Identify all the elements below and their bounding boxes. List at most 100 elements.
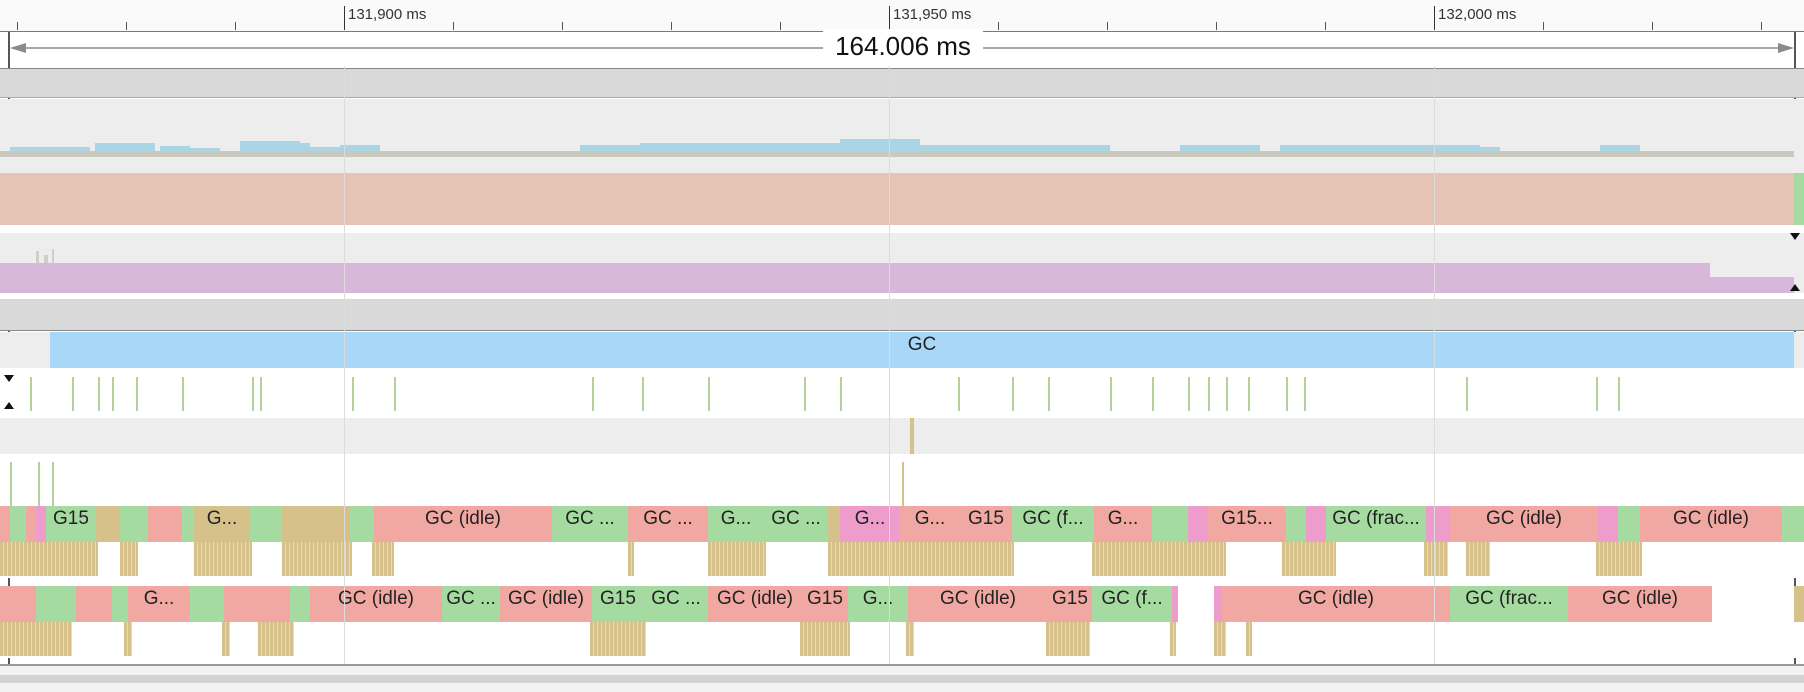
expand-marker-icon[interactable] [4,402,14,409]
event-tick[interactable] [1188,377,1190,411]
thread-a-slice[interactable]: GC ... [764,506,828,542]
thread-b-slice[interactable]: G... [848,586,908,622]
thread-a-slice[interactable]: G... [708,506,764,542]
collapse-marker-icon[interactable] [1790,233,1800,240]
thread-b-slice[interactable] [112,586,128,622]
event-tick[interactable] [98,377,100,411]
cpu-activity-track[interactable] [0,99,1804,159]
time-ruler[interactable]: 131,900 ms 131,950 ms 132,000 ms [0,0,1804,32]
thread-a-slice[interactable]: G... [1094,506,1152,542]
thread-a-slice[interactable] [120,506,148,542]
event-tick[interactable] [30,377,32,411]
thread-a-slice[interactable] [350,506,374,542]
thread-b-slice[interactable]: G15 [1048,586,1092,622]
event-tick[interactable] [136,377,138,411]
event-tick[interactable] [352,377,354,411]
thread-b-slice[interactable]: GC (idle) [310,586,442,622]
thread-b-slice[interactable] [1214,586,1222,622]
thread-b-slice[interactable]: GC ... [644,586,708,622]
sparse-event-track-2[interactable] [0,454,1804,506]
thread-a-slice[interactable] [36,506,46,542]
expand-marker-icon[interactable] [1790,284,1800,291]
thread-a-slice[interactable]: G... [194,506,250,542]
event-tick[interactable] [394,377,396,411]
thread-a-slice[interactable] [250,506,282,542]
thread-a-slice[interactable]: GC ... [628,506,708,542]
gc-slice[interactable]: GC [50,332,1794,368]
thread-a-slice[interactable]: GC (f... [1012,506,1094,542]
event-tick[interactable] [1110,377,1112,411]
thread-b-slice[interactable] [224,586,290,622]
thread-a-slice[interactable] [148,506,182,542]
event-tick[interactable] [1596,377,1598,411]
thread-b-slice[interactable] [76,586,112,622]
event-tick[interactable] [1208,377,1210,411]
gc-track[interactable]: GC [0,332,1804,368]
event-tick[interactable] [1048,377,1050,411]
thread-a-slice[interactable]: GC ... [552,506,628,542]
counter-track-salmon[interactable] [0,159,1804,173]
thread-b-slice[interactable]: GC (idle) [1568,586,1712,622]
thread-b-slice[interactable] [290,586,310,622]
thread-a-slice[interactable]: G15... [1208,506,1286,542]
thread-a-slice[interactable]: G... [900,506,960,542]
event-tick[interactable] [260,377,262,411]
thread-a-slice[interactable] [10,506,26,542]
event-tick[interactable] [1286,377,1288,411]
event-tick[interactable] [1618,377,1620,411]
sparse-event-track[interactable] [0,418,1804,454]
thread-b-slice[interactable] [1794,586,1804,622]
thread-a-slice[interactable] [1306,506,1326,542]
thread-a-slice[interactable] [0,506,10,542]
thread-b-slice[interactable]: GC ... [442,586,500,622]
thread-b-slice[interactable]: GC (idle) [908,586,1048,622]
thread-a-slice[interactable] [1152,506,1188,542]
event-tick[interactable] [1226,377,1228,411]
thread-a-slice[interactable]: GC (frac... [1326,506,1426,542]
thread-b-slice[interactable]: GC (idle) [708,586,802,622]
thread-a-slice[interactable] [1286,506,1306,542]
event-tick[interactable] [1304,377,1306,411]
thread-a-slice[interactable] [828,506,840,542]
thread-b-slice[interactable] [190,586,224,622]
thread-a-slice[interactable]: GC (idle) [374,506,552,542]
thread-b-slice[interactable] [0,586,36,622]
counter-track-purple[interactable] [0,233,1804,293]
event-tick[interactable] [642,377,644,411]
thread-a-slice[interactable] [282,506,350,542]
event-ticks-track[interactable] [0,368,1804,418]
thread-a-slice[interactable] [1598,506,1618,542]
thread-a-slice[interactable] [1782,506,1804,542]
event-tick[interactable] [840,377,842,411]
collapse-marker-icon[interactable] [4,375,14,382]
thread-a-slice[interactable]: G... [840,506,900,542]
event-tick[interactable] [1466,377,1468,411]
thread-a-slice[interactable]: GC (idle) [1640,506,1782,542]
thread-b-track[interactable]: G... GC (idle) GC ... GC (idle) G15 GC ... GC … [0,586,1804,658]
thread-a-slice[interactable] [96,506,120,542]
thread-header-band[interactable] [0,299,1804,331]
event-tick[interactable] [958,377,960,411]
event-tick[interactable] [592,377,594,411]
thread-b-slice[interactable]: G15 [802,586,848,622]
scrollbar-thumb[interactable] [0,675,1804,683]
thread-b-slice[interactable]: GC (idle) [1222,586,1450,622]
thread-a-slice[interactable] [1426,506,1450,542]
thread-b-slice[interactable]: GC (f... [1092,586,1172,622]
event-tick[interactable] [252,377,254,411]
horizontal-scrollbar[interactable] [0,666,1804,692]
event-mark[interactable] [910,418,914,454]
thread-a-slice[interactable] [26,506,36,542]
event-tick[interactable] [72,377,74,411]
thread-b-slice[interactable]: GC (frac... [1450,586,1568,622]
thread-a-slice[interactable]: G15 [960,506,1012,542]
thread-b-slice[interactable] [1172,586,1178,622]
thread-a-slice[interactable]: G15 [46,506,96,542]
process-header-band[interactable] [0,68,1804,98]
thread-b-slice[interactable] [36,586,76,622]
thread-a-slice[interactable]: GC (idle) [1450,506,1598,542]
event-tick[interactable] [182,377,184,411]
event-tick[interactable] [1152,377,1154,411]
thread-a-track[interactable]: G15 G... GC (idle) GC ... GC ... G... GC ... G.… [0,506,1804,578]
